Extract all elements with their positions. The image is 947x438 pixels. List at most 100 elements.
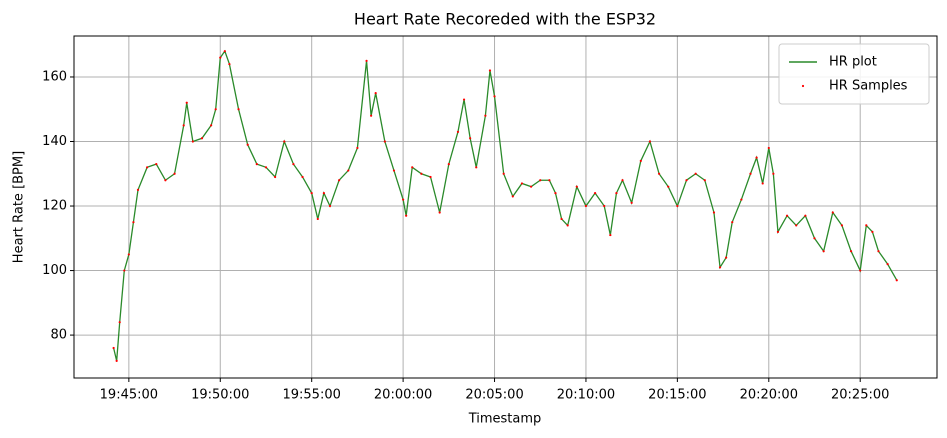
hr-sample	[772, 172, 775, 175]
hr-sample	[813, 237, 816, 240]
hr-sample	[584, 204, 588, 208]
hr-sample	[392, 169, 396, 172]
legend-label: HR plot	[829, 55, 877, 70]
hr-sample	[761, 182, 764, 185]
hr-sample	[667, 185, 670, 188]
hr-sample	[849, 250, 853, 253]
x-tick-label: 20:10:00	[557, 388, 615, 403]
hr-sample	[223, 50, 226, 53]
plot-layer	[112, 49, 898, 362]
hr-sample	[420, 172, 423, 175]
hr-sample	[475, 166, 478, 169]
hr-sample	[338, 179, 341, 182]
y-axis-label: Heart Rate [BPM]	[12, 151, 27, 263]
hr-sample	[173, 172, 176, 175]
hr-sample	[246, 143, 249, 146]
hr-sample	[438, 211, 441, 214]
hr-sample	[429, 175, 432, 179]
hr-sample	[840, 224, 844, 227]
hr-sample	[865, 224, 868, 227]
hr-sample	[123, 269, 126, 272]
x-tick-label: 20:25:00	[831, 388, 889, 403]
hr-sample	[488, 69, 492, 72]
hr-sample	[132, 221, 135, 224]
hr-sample	[694, 172, 697, 175]
hr-sample	[511, 195, 514, 198]
hr-sample	[593, 192, 597, 195]
hr-sample	[776, 230, 780, 233]
y-tick-label: 100	[42, 263, 67, 278]
legend-box	[778, 43, 930, 105]
hr-sample	[685, 179, 688, 182]
y-tick-label: 80	[50, 328, 67, 343]
hr-sample	[301, 175, 304, 179]
hr-sample	[328, 204, 332, 208]
x-tick-label: 19:55:00	[282, 388, 340, 403]
hr-sample	[356, 146, 359, 150]
hr-sample	[795, 224, 798, 227]
x-tick-label: 20:00:00	[374, 388, 432, 403]
x-tick-label: 19:50:00	[191, 388, 249, 403]
hr-sample	[185, 101, 188, 104]
x-tick-label: 20:15:00	[648, 388, 706, 403]
hr-sample	[767, 146, 770, 150]
hr-sample	[718, 266, 722, 269]
hr-sample	[255, 162, 258, 166]
hr-sample	[539, 179, 542, 182]
hr-sample	[264, 166, 268, 169]
hr-sample	[822, 250, 825, 253]
hr-sample	[274, 175, 277, 179]
legend-label: HR Samples	[829, 79, 908, 94]
hr-sample	[502, 172, 505, 175]
x-tick-label: 19:45:00	[100, 388, 158, 403]
hr-sample	[322, 192, 325, 195]
hr-sample	[112, 346, 115, 350]
hr-line	[112, 49, 898, 362]
x-axis-label: Timestamp	[468, 412, 542, 427]
hr-sample	[228, 62, 231, 66]
hr-sample	[469, 137, 472, 140]
hr-sample	[712, 211, 716, 214]
hr-sample	[785, 214, 789, 217]
hr-sample	[219, 56, 222, 59]
hr-sample	[529, 185, 533, 188]
hr-sample	[370, 114, 373, 117]
hr-sample	[316, 217, 319, 221]
hr-sample	[283, 140, 286, 143]
y-tick-label: 160	[42, 69, 67, 84]
hr-sample	[347, 169, 350, 172]
hr-sample	[621, 179, 624, 182]
hr-sample	[603, 204, 606, 208]
hr-sample	[749, 172, 752, 175]
hr-sample	[648, 140, 652, 143]
hr-sample	[548, 179, 551, 182]
hr-sample	[411, 166, 414, 169]
y-tick-label: 140	[42, 134, 67, 149]
hr-sample	[554, 192, 557, 195]
x-tick-label: 20:05:00	[465, 388, 523, 403]
hr-sample	[127, 253, 130, 256]
hr-sample	[740, 198, 743, 201]
hr-sample	[383, 140, 386, 143]
hr-sample	[725, 256, 728, 259]
hr-sample	[200, 137, 204, 140]
hr-sample	[804, 214, 807, 217]
hr-sample	[676, 204, 679, 208]
hr-sample	[237, 108, 240, 111]
hr-sample	[566, 224, 569, 227]
hr-sample	[292, 162, 295, 166]
hr-sample	[155, 162, 158, 166]
hr-sample	[462, 98, 466, 101]
x-tick-label: 20:20:00	[740, 388, 798, 403]
hr-sample	[831, 211, 834, 214]
hr-sample	[895, 279, 898, 282]
hr-sample	[703, 179, 706, 182]
hr-sample	[575, 185, 578, 188]
y-tick-label: 120	[42, 199, 67, 214]
hr-sample	[136, 188, 140, 191]
hr-sample	[365, 59, 368, 62]
hr-sample	[146, 166, 149, 169]
hr-sample	[164, 179, 167, 182]
hr-sample	[447, 162, 450, 166]
